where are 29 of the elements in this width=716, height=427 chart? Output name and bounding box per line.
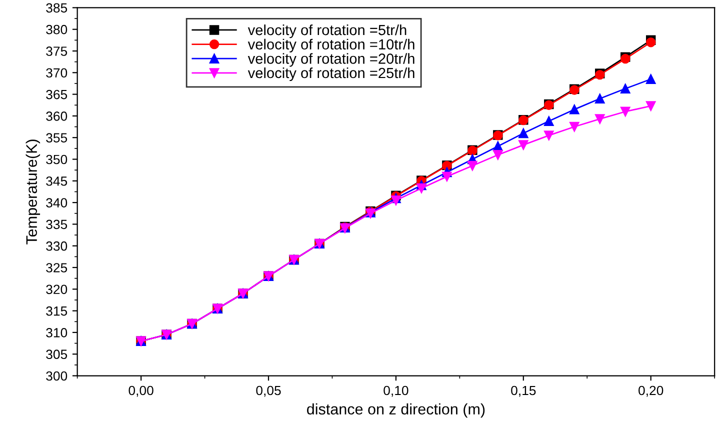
legend-label: velocity of rotation =25tr/h xyxy=(248,67,414,82)
y-tick-label: 375 xyxy=(46,46,68,56)
y-tick-label: 330 xyxy=(46,241,68,251)
y-tick-label: 315 xyxy=(46,306,68,316)
y-tick-label: 310 xyxy=(46,328,68,338)
x-axis-title: distance on z direction (m) xyxy=(307,403,485,418)
legend-label: velocity of rotation =20tr/h xyxy=(248,53,414,67)
y-tick-label: 320 xyxy=(46,284,68,294)
y-tick-label: 300 xyxy=(46,371,68,381)
x-tick-label: 0,15 xyxy=(511,386,536,397)
y-tick-label: 340 xyxy=(46,198,68,208)
y-tick-label: 350 xyxy=(46,154,68,164)
y-tick-label: 355 xyxy=(46,133,68,143)
y-tick-label: 360 xyxy=(46,112,68,121)
y-tick-label: 365 xyxy=(46,90,68,100)
y-tick-label: 370 xyxy=(46,68,68,78)
y-tick-label: 325 xyxy=(46,263,68,272)
y-axis-title: Temperature(K) xyxy=(26,140,40,244)
x-tick-label: 0,10 xyxy=(384,386,408,397)
x-tick-label: 0,05 xyxy=(256,386,281,397)
y-tick-label: 380 xyxy=(46,24,68,34)
y-tick-label: 345 xyxy=(46,176,68,186)
y-tick-label: 335 xyxy=(46,220,68,230)
y-tick-label: 385 xyxy=(46,3,68,13)
y-tick-label: 305 xyxy=(46,350,68,360)
legend-label: velocity of rotation =10tr/h xyxy=(248,38,414,52)
x-tick-label: 0,00 xyxy=(128,386,154,397)
legend-label: velocity of rotation =5tr/h xyxy=(248,24,406,38)
x-tick-label: 0,20 xyxy=(638,386,664,397)
